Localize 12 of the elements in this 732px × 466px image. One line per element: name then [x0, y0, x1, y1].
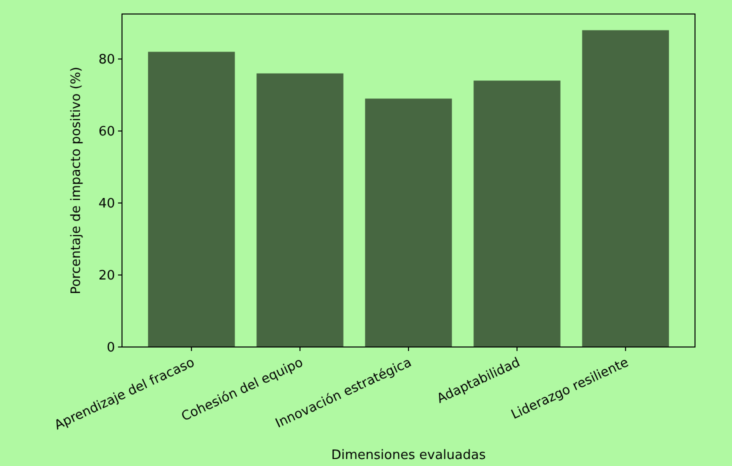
y-axis-title: Porcentaje de impacto positivo (%) — [69, 66, 84, 294]
bar — [474, 80, 560, 347]
y-tick-label: 40 — [98, 196, 115, 212]
y-tick-label: 20 — [98, 268, 115, 284]
bar — [365, 98, 452, 347]
y-tick-label: 60 — [98, 124, 115, 140]
y-tick-label: 0 — [106, 340, 115, 356]
bar — [148, 52, 235, 347]
y-tick-label: 80 — [98, 52, 115, 68]
x-axis-title: Dimensiones evaluadas — [331, 448, 486, 463]
bar — [256, 73, 344, 347]
bar — [582, 30, 669, 347]
